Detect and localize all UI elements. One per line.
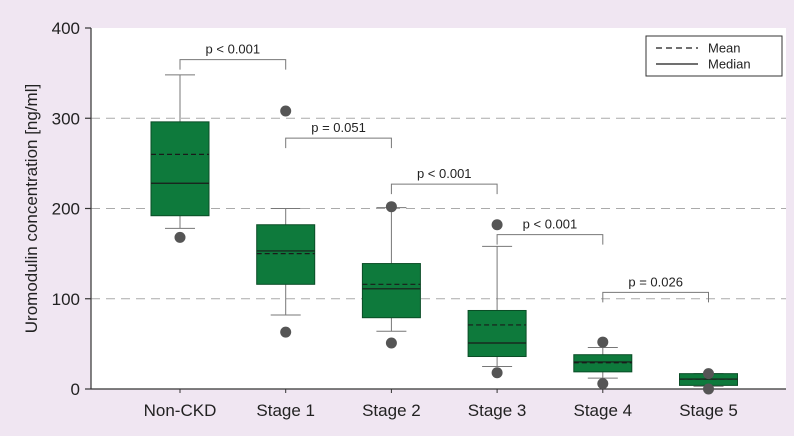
outlier-point [703, 368, 714, 380]
significance-bracket: p < 0.001 [496, 217, 604, 245]
outlier-point [385, 201, 397, 213]
box-stage-3 [467, 219, 527, 379]
y-axis-label: Uromodulin concentration [ng/ml] [22, 84, 41, 333]
box-non-ckd [150, 74, 210, 243]
outlier-point [174, 231, 186, 243]
bracket-line [602, 291, 709, 303]
p-value-label: p < 0.001 [523, 217, 578, 232]
y-tick-label: 0 [71, 380, 80, 399]
x-tick-label: Stage 2 [362, 401, 421, 420]
legend-box [645, 35, 783, 77]
outlier-point [597, 336, 609, 348]
outlier-point [491, 219, 503, 231]
p-value-label: p < 0.001 [417, 166, 472, 181]
x-tick-label: Stage 4 [573, 401, 632, 420]
x-tick-label: Non-CKD [144, 401, 217, 420]
y-tick-label: 300 [52, 109, 80, 128]
bracket-line [496, 234, 604, 245]
iqr-box [256, 224, 316, 285]
outlier-point [280, 105, 292, 117]
p-value-label: p < 0.001 [206, 42, 261, 57]
box-stage-4 [573, 336, 633, 390]
legend-label-mean: Mean [708, 41, 741, 56]
p-value-label: p = 0.026 [628, 274, 683, 289]
outlier-point [703, 383, 714, 395]
x-tick-label: Stage 1 [256, 401, 315, 420]
box-stage-5 [679, 368, 738, 395]
iqr-box [467, 309, 527, 358]
outlier-point [491, 367, 503, 379]
box-stage-1 [256, 105, 316, 338]
significance-bracket: p = 0.051 [285, 120, 392, 149]
legend-label-median: Median [708, 57, 751, 72]
x-tick-label: Stage 3 [468, 401, 527, 420]
iqr-box [361, 263, 421, 319]
y-tick-label: 400 [52, 19, 80, 38]
bracket-line [390, 183, 498, 195]
p-value-label: p = 0.051 [311, 120, 366, 135]
x-tick-label: Stage 5 [679, 401, 738, 420]
y-tick-label: 200 [52, 200, 80, 219]
bracket-line [285, 137, 392, 149]
significance-bracket: p < 0.001 [390, 166, 498, 195]
bracket-line [179, 59, 287, 70]
outlier-point [597, 378, 609, 390]
significance-bracket: p = 0.026 [602, 274, 709, 303]
iqr-box [150, 121, 210, 217]
y-tick-label: 100 [52, 290, 80, 309]
significance-bracket: p < 0.001 [179, 42, 287, 70]
outlier-point [385, 337, 397, 349]
outlier-point [280, 326, 292, 338]
box-stage-2 [361, 201, 421, 349]
